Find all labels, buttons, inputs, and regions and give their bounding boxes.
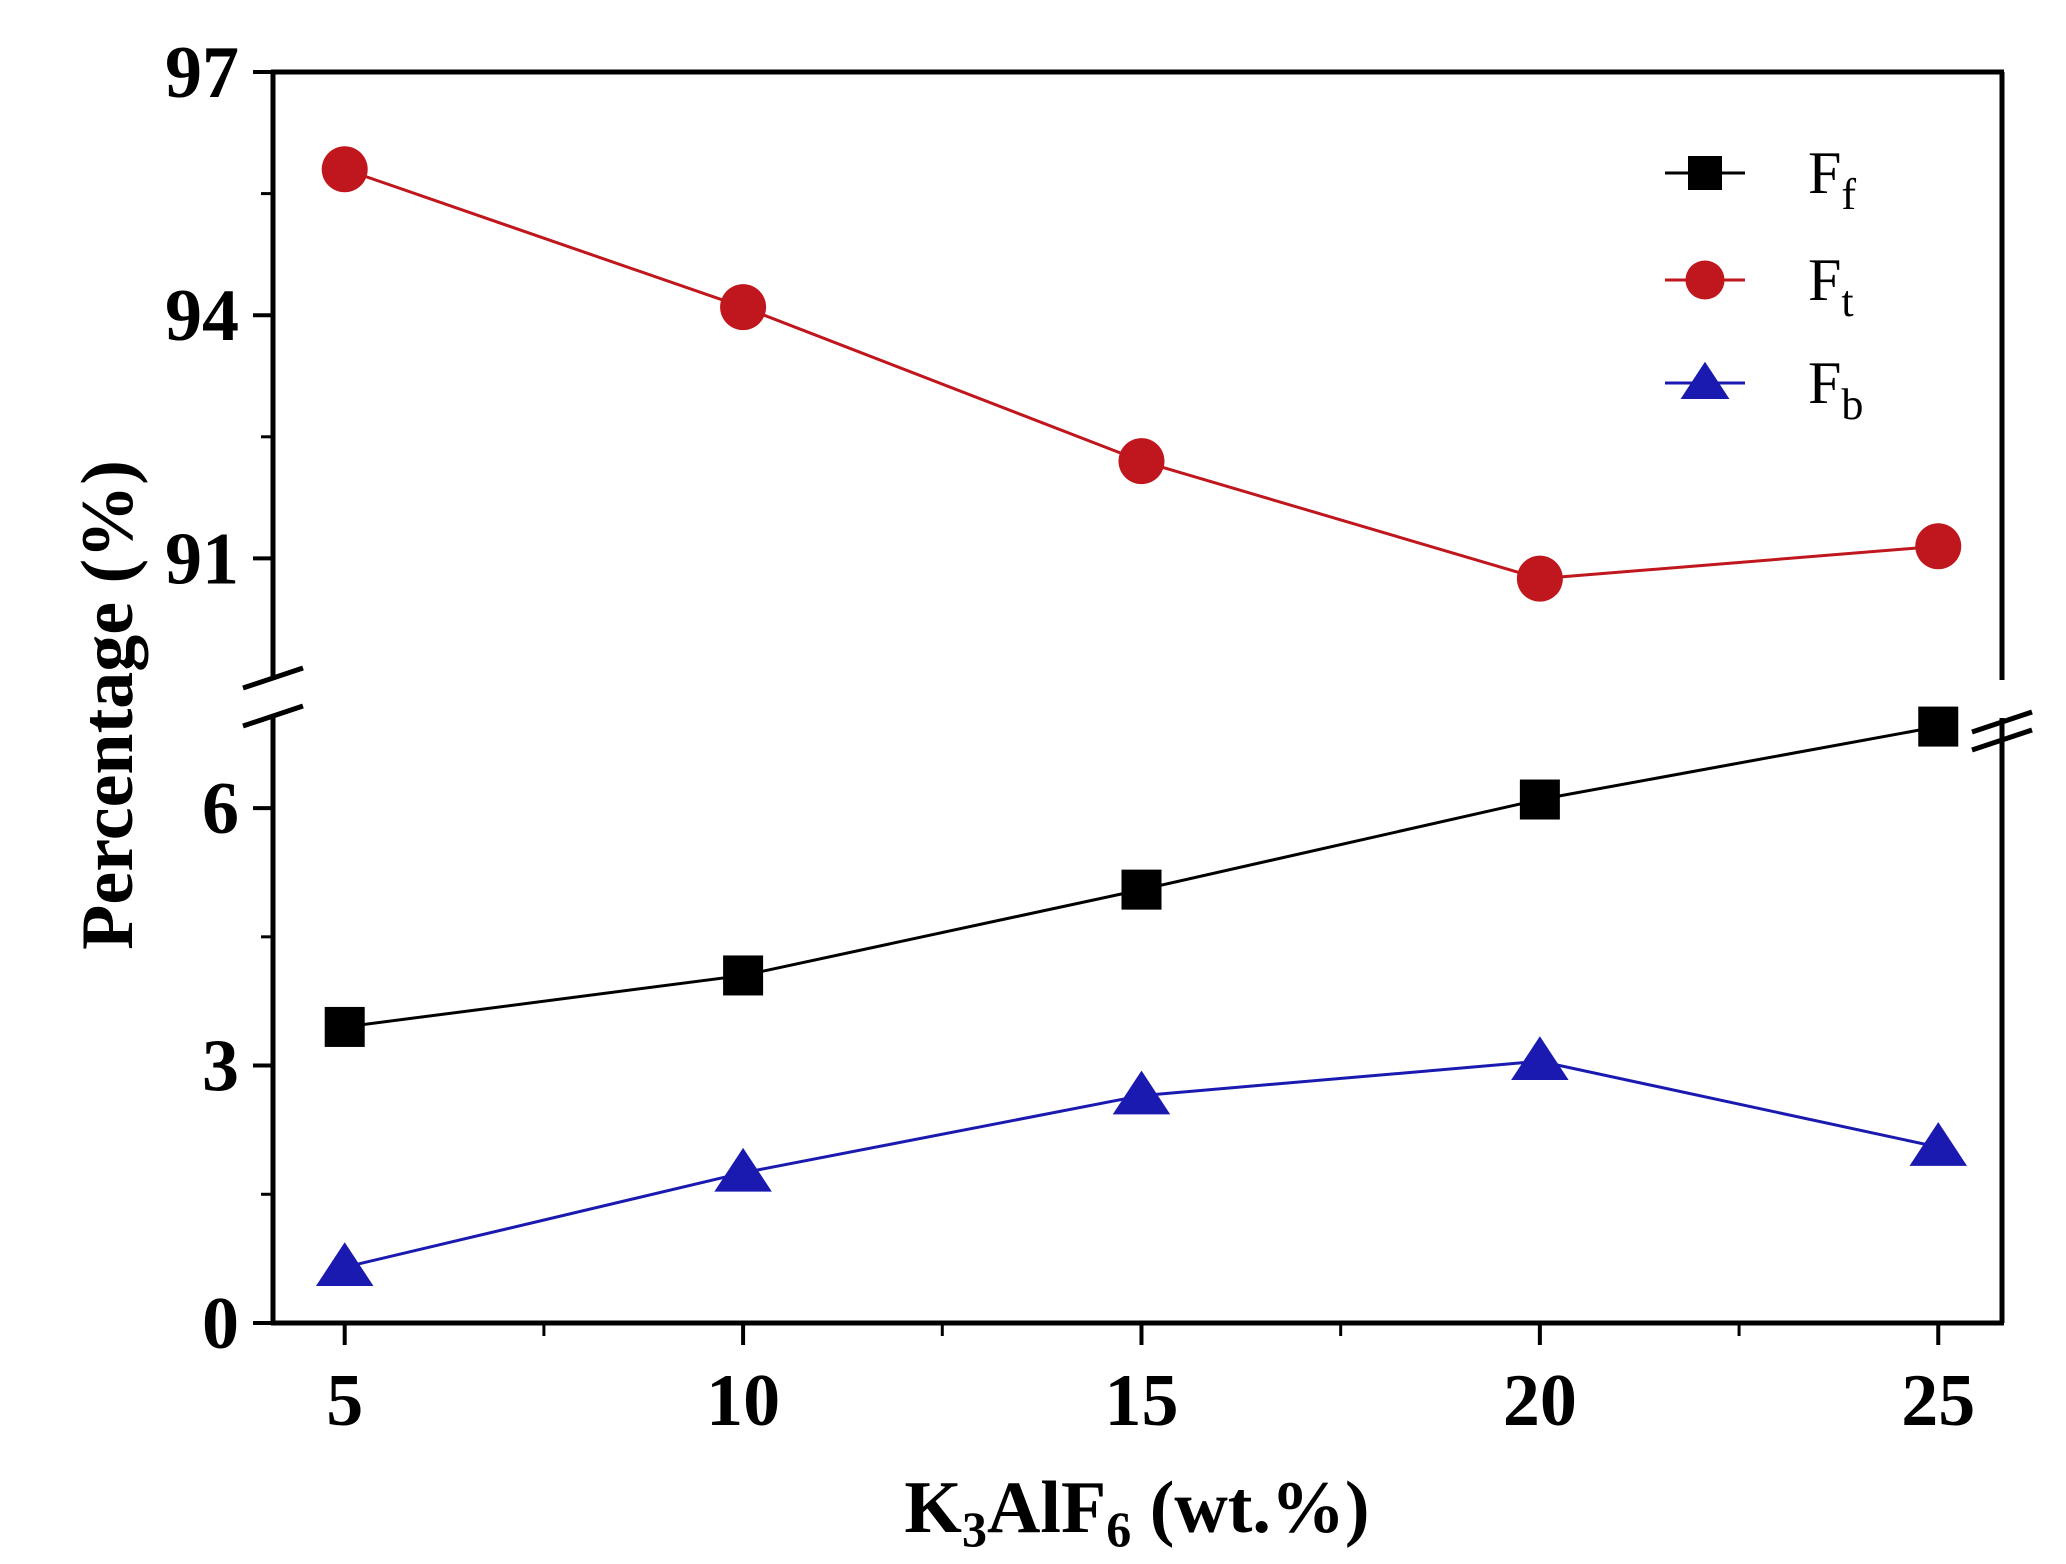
x-axis-title-part-2: AlF [987, 1467, 1106, 1549]
x-tick-label: 20 [1503, 1360, 1577, 1442]
legend-label-main: F [1808, 140, 1841, 206]
x-axis-title-part-3: (wt.%) [1131, 1467, 1369, 1549]
y-axis-title: Percentage (%) [67, 460, 149, 950]
legend-marker-Ff [1688, 156, 1722, 190]
y-tick-label: 97 [165, 32, 239, 114]
y-tick-label: 91 [165, 518, 239, 600]
legend-label-subscript: t [1841, 277, 1853, 326]
axis-break-right-2 [1971, 727, 2033, 753]
data-point-Fb [1511, 1036, 1569, 1081]
data-point-Ft [720, 284, 767, 331]
data-point-Fb [1909, 1122, 1968, 1166]
axis-break-right-1 [1971, 709, 2033, 735]
x-axis-title-sub-1: 3 [962, 1501, 987, 1557]
legend-label-main: F [1808, 350, 1841, 416]
data-point-Ft [1118, 438, 1165, 485]
legend-label-Ft: Ft [1808, 247, 1854, 326]
x-tick-label: 25 [1901, 1360, 1975, 1442]
data-point-Ft [321, 146, 368, 193]
data-point-Ft [1915, 523, 1962, 570]
legend-label-main: F [1808, 247, 1841, 313]
plot-frame [242, 69, 2033, 1326]
y-tick-label: 6 [202, 768, 239, 850]
x-axis-title: K3AlF6 (wt.%) [904, 1467, 1369, 1557]
data-point-Ff [1918, 706, 1959, 747]
x-tick-label: 10 [706, 1360, 780, 1442]
data-point-Fb [714, 1147, 772, 1192]
x-axis-title-part-1: K [904, 1467, 962, 1549]
data-point-Ff [1519, 779, 1560, 820]
legend-label-subscript: f [1841, 170, 1856, 219]
legend-label-Ff: Ff [1808, 140, 1856, 219]
data-point-Ff [723, 955, 764, 996]
ticks-group: 5 10 15 20 25 0 3 6 91 94 97 [165, 32, 1975, 1442]
data-point-Fb [315, 1242, 374, 1286]
data-point-Ft [1516, 555, 1563, 602]
y-tick-label: 94 [165, 275, 239, 357]
y-tick-label: 3 [202, 1026, 239, 1108]
series-group [315, 146, 1968, 1286]
x-tick-label: 5 [326, 1360, 363, 1442]
axis-break-left-1 [242, 665, 304, 691]
legend-label-subscript: b [1841, 380, 1863, 429]
legend-label-Fb: Fb [1808, 350, 1863, 429]
legend-marker-Fb [1680, 361, 1730, 399]
legend-marker-Ft [1685, 260, 1725, 300]
data-point-Ff [324, 1006, 365, 1047]
x-axis-title-sub-2: 6 [1106, 1501, 1131, 1557]
data-point-Ff [1121, 869, 1162, 910]
data-point-Fb [1112, 1070, 1171, 1115]
axis-break-left-2 [242, 703, 304, 729]
x-tick-label: 15 [1104, 1360, 1178, 1442]
y-tick-label: 0 [202, 1283, 239, 1365]
